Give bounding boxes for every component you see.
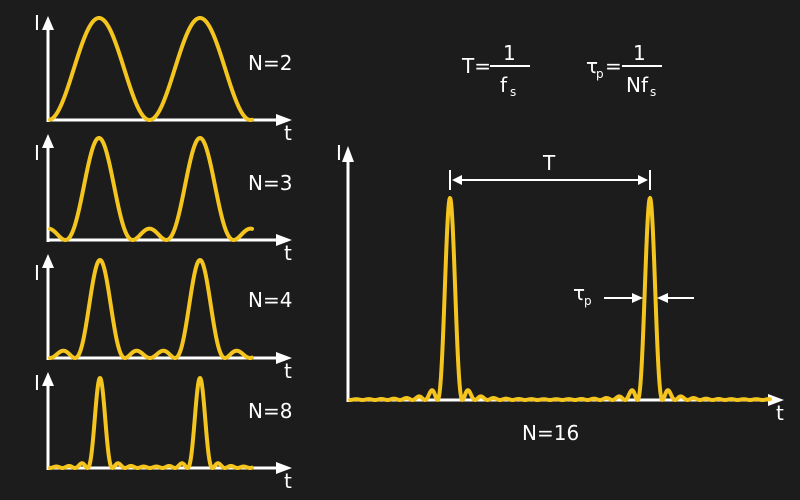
panel-label: N=16 (522, 421, 579, 445)
period-formula-denominator: f (500, 73, 508, 97)
pulse-width-label: τ (573, 281, 585, 305)
y-axis-arrow-icon (42, 372, 54, 386)
panel-n16: I t N=16 T τ p (336, 141, 784, 445)
period-dimension: T (449, 151, 651, 190)
period-formula: T= 1 f s (461, 41, 530, 99)
y-axis-label: I (34, 371, 40, 395)
intensity-curve (48, 16, 254, 122)
y-axis-arrow-icon (42, 16, 54, 30)
panel-label: N=2 (248, 51, 292, 75)
pulse-width-subscript: p (584, 294, 592, 308)
x-axis-label: t (284, 359, 292, 383)
x-axis-label: t (284, 121, 292, 145)
intensity-curve (48, 376, 254, 470)
y-axis-arrow-icon (42, 254, 54, 268)
y-axis-label: I (34, 261, 40, 285)
x-axis-arrow-icon (276, 114, 292, 126)
arrow-right-icon (638, 175, 648, 185)
panel-n4: I t N=4 (34, 254, 292, 383)
pulse-formula-numerator: 1 (633, 41, 646, 65)
pulse-formula-subscript: s (650, 85, 656, 99)
x-axis-label: t (284, 241, 292, 265)
arrow-left-icon (657, 293, 668, 303)
y-axis-arrow-icon (42, 134, 54, 148)
pulse-width-dimension: τ p (573, 281, 694, 308)
period-label: T (542, 151, 556, 175)
y-axis-label: I (336, 141, 342, 165)
panel-n3: I t N=3 (34, 134, 292, 265)
pulse-formula-denominator: Nf (626, 73, 649, 97)
x-axis-arrow-icon (768, 394, 784, 406)
panel-label: N=3 (248, 171, 292, 195)
pulse-formula-equals: = (605, 54, 622, 78)
period-formula-subscript: s (510, 85, 516, 99)
y-axis-label: I (34, 141, 40, 165)
panel-n8: I t N=8 (34, 371, 292, 493)
intensity-curve (48, 258, 254, 360)
panel-label: N=8 (248, 399, 292, 423)
arrow-left-icon (452, 175, 462, 185)
x-axis-arrow-icon (276, 234, 292, 246)
intensity-curve (348, 196, 772, 402)
y-axis-arrow-icon (342, 146, 354, 162)
panel-n2: I t N=2 (34, 11, 292, 145)
pulse-formula-lhs-subscript: p (596, 67, 604, 81)
y-axis-label: I (34, 11, 40, 35)
x-axis-label: t (284, 469, 292, 493)
pulse-formula-lhs: τ (586, 54, 598, 78)
arrow-right-icon (632, 293, 643, 303)
panel-label: N=4 (248, 288, 292, 312)
period-formula-numerator: 1 (503, 41, 516, 65)
pulse-width-formula: τ p = 1 Nf s (586, 41, 662, 99)
x-axis-label: t (776, 401, 784, 425)
x-axis-arrow-icon (276, 352, 292, 364)
x-axis-arrow-icon (276, 462, 292, 474)
period-formula-lhs: T= (461, 54, 491, 78)
intensity-curve (48, 136, 254, 242)
